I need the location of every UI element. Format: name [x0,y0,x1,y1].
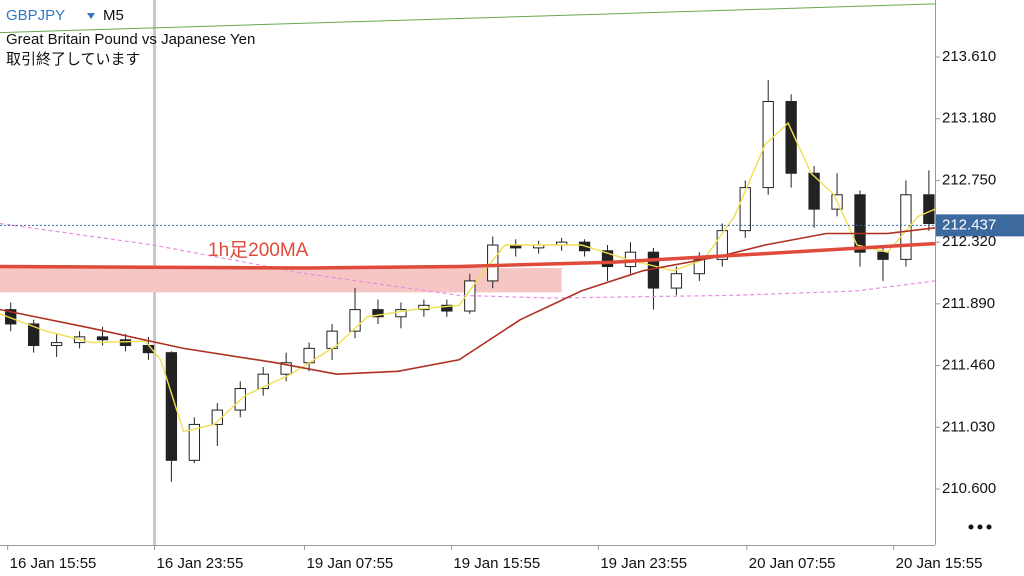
candle-body [854,194,866,253]
candle-body [372,309,384,318]
y-tick-label: 210.600 [942,480,996,497]
candle-body [693,258,706,275]
indicator-line [0,241,936,270]
candle-body [441,304,453,312]
candle-body [257,373,269,390]
x-tick-label: 19 Jan 07:55 [307,555,394,572]
candle-body [601,250,614,268]
candle-body [119,339,132,346]
menu-dot[interactable] [968,524,974,530]
y-tick-label: 211.030 [942,418,995,435]
y-tick-label: 212.320 [942,233,996,250]
candle-body [877,251,889,260]
candle-body [5,309,17,325]
status: 取引終了しています [6,51,141,68]
annotation: 1h足200MA [208,240,309,261]
candle-body [670,273,683,289]
candle-body [165,352,178,461]
candle-body [280,362,292,375]
candle-body [50,342,63,346]
candle-body [808,172,820,210]
menu-dot[interactable] [986,524,992,530]
candle-body [762,100,774,189]
indicator-line [0,227,936,376]
candle-body [785,100,797,174]
candle-body [349,309,361,332]
timeframe[interactable]: M5 [103,7,124,24]
symbol[interactable]: GBPJPY [6,7,65,24]
subtitle: Great Britain Pound vs Japanese Yen [6,31,255,48]
candle-body [739,187,751,232]
candle-body [487,244,499,282]
more-menu[interactable] [968,524,992,530]
candle-body [716,230,728,260]
x-tick-label: 16 Jan 15:55 [10,555,97,572]
current-price-label: 212.437 [942,216,996,233]
candle-body [900,194,912,260]
candle-body [923,194,935,224]
indicator-line [0,222,936,299]
symbol-dropdown-icon[interactable] [87,13,95,19]
menu-dot[interactable] [977,524,983,530]
y-tick-label: 212.750 [942,171,996,188]
x-tick-label: 20 Jan 07:55 [749,555,836,572]
indicator-line [0,3,936,34]
x-tick-label: 19 Jan 15:55 [453,555,540,572]
indicator-line [0,121,936,433]
candle-body [395,309,407,318]
y-tick-label: 211.460 [942,357,995,374]
x-tick-label: 20 Jan 15:55 [896,555,983,572]
y-tick-label: 213.610 [942,48,996,65]
overlay: GBPJPY M5 Great Britain Pound vs Japanes… [6,7,1024,530]
candle-body [28,323,40,346]
candle-body [96,336,109,341]
current-price-box [936,214,1024,237]
candle-body [188,423,201,461]
y-tick-label: 213.180 [942,110,996,127]
x-tick-label: 19 Jan 23:55 [600,555,687,572]
y-tick-label: 211.890 [942,295,995,312]
plot-area [0,0,936,545]
x-tick-label: 16 Jan 23:55 [157,555,244,572]
